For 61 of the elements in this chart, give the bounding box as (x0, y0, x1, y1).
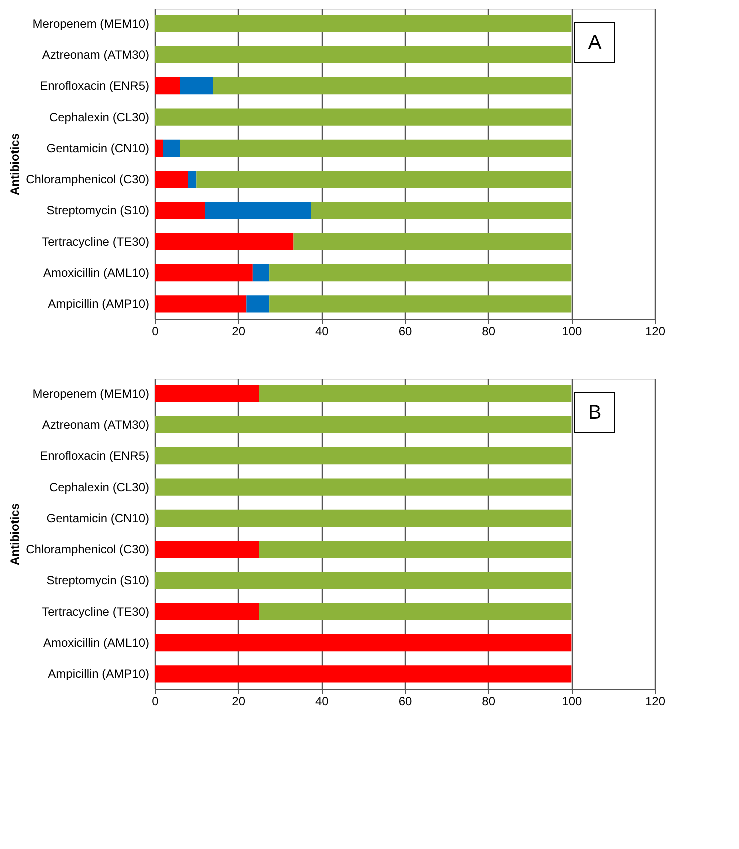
bar (155, 140, 164, 157)
x-tick-label: 80 (482, 324, 496, 338)
y-tick-label: Tertracycline (TE30) (42, 604, 150, 619)
annotation: B (588, 402, 602, 424)
bar (155, 15, 572, 32)
y-tick-label: Aztreonam (ATM30) (42, 418, 150, 432)
y-tick-label: Streptomycin (S10) (46, 574, 150, 588)
bar (155, 296, 247, 313)
bar (155, 264, 253, 282)
x-tick-label: 20 (232, 694, 246, 708)
y-tick-label: Ampicillin (AMP10) (48, 297, 150, 312)
bar (196, 171, 572, 188)
y-tick-label: Amoxicillin (AML10) (43, 636, 150, 650)
bar (246, 296, 270, 313)
x-tick-label: 60 (398, 694, 412, 708)
x-tick-label: 60 (398, 324, 412, 338)
y-tick-label: Streptomycin (S10) (46, 204, 150, 218)
x-tick-label: 40 (315, 694, 330, 708)
bar (155, 78, 180, 95)
bar (155, 46, 572, 64)
bar (213, 78, 572, 95)
bar (252, 264, 270, 282)
x-tick-label: 120 (645, 694, 666, 708)
y-tick-label: Tertracycline (TE30) (42, 234, 150, 249)
y-tick-label: Cephalexin (CL30) (49, 110, 150, 124)
bar (188, 171, 197, 188)
y-tick-label: Chloramphenicol (C30) (26, 172, 150, 187)
bar (205, 202, 312, 220)
x-tick-label: 40 (315, 324, 330, 338)
bar (270, 264, 572, 282)
y-tick-label: Amoxicillin (AML10) (43, 266, 150, 280)
bar (155, 233, 294, 250)
bar (294, 233, 572, 250)
bar (155, 202, 205, 220)
bar (270, 296, 572, 313)
y-tick-label: Ampicillin (AMP10) (48, 667, 150, 682)
y-axis-title: Antibiotics (8, 503, 22, 566)
x-tick-label: 0 (152, 324, 160, 338)
x-tick-label: 80 (482, 694, 496, 708)
bar (163, 140, 180, 157)
annotation: A (588, 32, 602, 54)
y-tick-label: Chloramphenicol (C30) (26, 542, 150, 557)
x-tick-label: 100 (562, 324, 582, 338)
x-tick-label: 0 (152, 694, 160, 708)
bar (155, 171, 188, 188)
y-tick-label: Enrofloxacin (ENR5) (40, 79, 150, 94)
bar (180, 78, 214, 95)
y-tick-label: Aztreonam (ATM30) (42, 48, 150, 62)
x-tick-label: 100 (562, 694, 582, 708)
x-tick-label: 120 (645, 324, 666, 338)
x-tick-label: 20 (232, 324, 246, 338)
y-tick-label: Meropenem (MEM10) (32, 16, 150, 31)
bar (155, 108, 572, 126)
y-tick-label: Enrofloxacin (ENR5) (40, 449, 150, 464)
bar (311, 202, 572, 220)
y-tick-label: Gentamicin (CN10) (46, 511, 150, 526)
y-tick-label: Cephalexin (CL30) (49, 480, 150, 494)
y-axis-title: Antibiotics (8, 133, 22, 196)
y-tick-label: Gentamicin (CN10) (46, 141, 150, 156)
y-tick-label: Meropenem (MEM10) (32, 386, 150, 401)
bar (180, 140, 572, 157)
